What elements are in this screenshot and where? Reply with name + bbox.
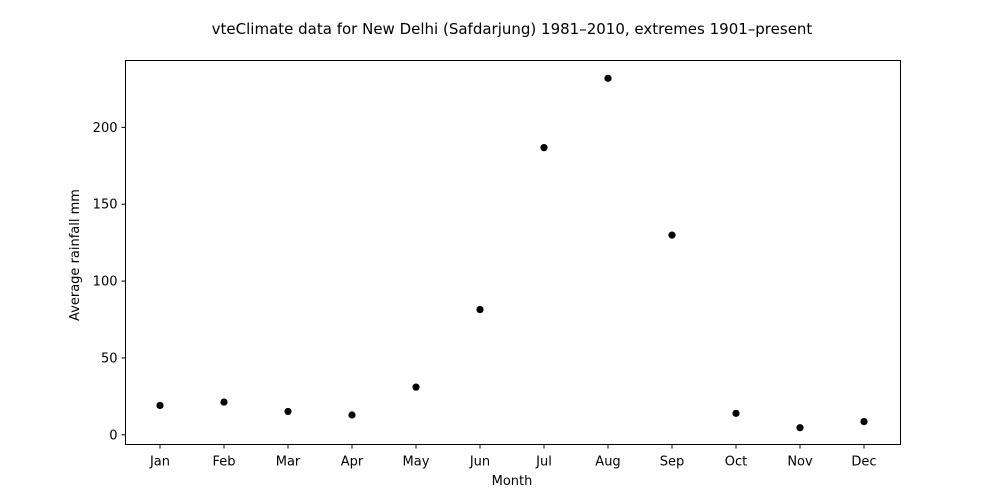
y-tick-label: 100 — [93, 275, 118, 290]
chart-title: vteClimate data for New Delhi (Safdarjun… — [212, 20, 813, 38]
data-point — [156, 401, 164, 410]
x-tick-label: Jan — [149, 455, 170, 470]
x-tick-label: Sep — [660, 455, 685, 470]
y-tick-label: 50 — [101, 351, 118, 366]
x-tick-label: Jul — [535, 455, 552, 470]
data-point — [860, 417, 868, 426]
data-point — [796, 424, 804, 432]
x-tick-label: May — [403, 455, 430, 470]
y-axis-label: Average rainfall mm — [68, 189, 83, 321]
data-point — [348, 411, 356, 419]
x-tick-label: Apr — [341, 455, 364, 470]
x-axis-label: Month — [492, 474, 533, 489]
data-point — [220, 398, 228, 406]
data-points — [156, 74, 868, 432]
data-point — [604, 74, 612, 82]
y-tick-label: 150 — [93, 198, 118, 213]
x-axis: Jan Feb Mar Apr May Jun Jul Aug Sep Oct Nov Dec — [149, 444, 877, 470]
y-axis: 0 50 100 150 200 — [93, 121, 126, 443]
data-point — [732, 409, 740, 417]
x-tick-label: Aug — [595, 455, 620, 470]
data-point — [476, 305, 484, 314]
x-tick-label: Dec — [851, 455, 876, 470]
x-tick-label: Feb — [212, 455, 235, 470]
y-tick-label: 0 — [109, 428, 117, 443]
y-tick-label: 200 — [93, 121, 118, 136]
plot-frame — [125, 60, 901, 445]
x-tick-label: Oct — [725, 455, 747, 470]
x-tick-label: Jun — [469, 455, 490, 470]
data-point — [284, 407, 292, 416]
data-point — [412, 383, 420, 391]
x-tick-label: Nov — [787, 455, 813, 470]
data-point — [540, 144, 548, 152]
data-point — [668, 231, 676, 239]
x-tick-label: Mar — [276, 455, 301, 470]
